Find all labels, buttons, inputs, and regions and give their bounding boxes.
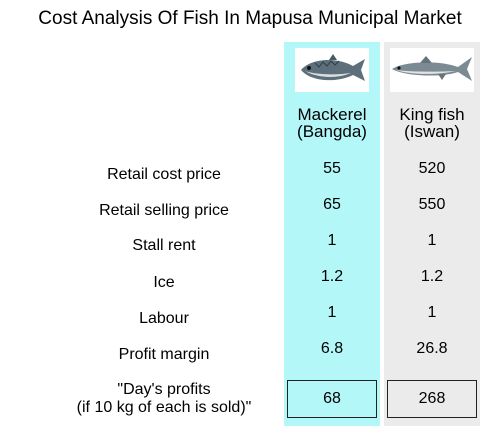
mackerel-fish-icon <box>284 48 380 92</box>
king-fish-retail-cost-price: 520 <box>418 160 446 177</box>
row-label-stall-rent: Stall rent <box>132 237 196 254</box>
mackerel-local-name: (Bangda) <box>297 122 367 141</box>
mackerel-retail-selling-price: 65 <box>323 196 341 213</box>
mackerel-retail-cost-price: 55 <box>323 160 341 177</box>
row-label-days-profits: "Day's profits (if 10 kg of each is sold… <box>40 381 288 417</box>
mackerel-name: Mackerel <box>297 105 367 124</box>
row-label-profit-margin: Profit margin <box>118 346 210 363</box>
king-fish-icon <box>384 48 480 92</box>
king-fish-labour: 1 <box>427 304 437 321</box>
king-fish-profit-margin: 26.8 <box>416 340 448 357</box>
king-fish-local-name: (Iswan) <box>404 122 460 141</box>
row-label-labour: Labour <box>139 310 189 327</box>
mackerel-stall-rent: 1 <box>327 232 337 249</box>
mackerel-ice: 1.2 <box>320 268 344 285</box>
days-profits-label-line2: (if 10 kg of each is sold)" <box>76 399 252 416</box>
mackerel-column-header: Mackerel (Bangda) <box>284 106 380 140</box>
king-fish-name: King fish <box>399 105 465 124</box>
king-fish-days-profits: 268 <box>387 380 477 418</box>
king-fish-column-header: King fish (Iswan) <box>384 106 480 140</box>
king-fish-stall-rent: 1 <box>427 232 437 249</box>
mackerel-days-profits: 68 <box>287 380 377 418</box>
king-fish-retail-selling-price: 550 <box>418 196 446 213</box>
days-profits-label-line1: "Day's profits <box>117 381 211 398</box>
king-fish-ice: 1.2 <box>420 268 444 285</box>
row-label-retail-cost-price: Retail cost price <box>107 166 221 183</box>
mackerel-profit-margin: 6.8 <box>320 340 344 357</box>
mackerel-column-background <box>284 42 380 426</box>
chart-title: Cost Analysis Of Fish In Mapusa Municipa… <box>38 8 462 29</box>
king-fish-column-background <box>384 42 480 426</box>
row-label-retail-selling-price: Retail selling price <box>99 202 229 219</box>
row-label-ice: Ice <box>153 274 175 291</box>
mackerel-labour: 1 <box>327 304 337 321</box>
